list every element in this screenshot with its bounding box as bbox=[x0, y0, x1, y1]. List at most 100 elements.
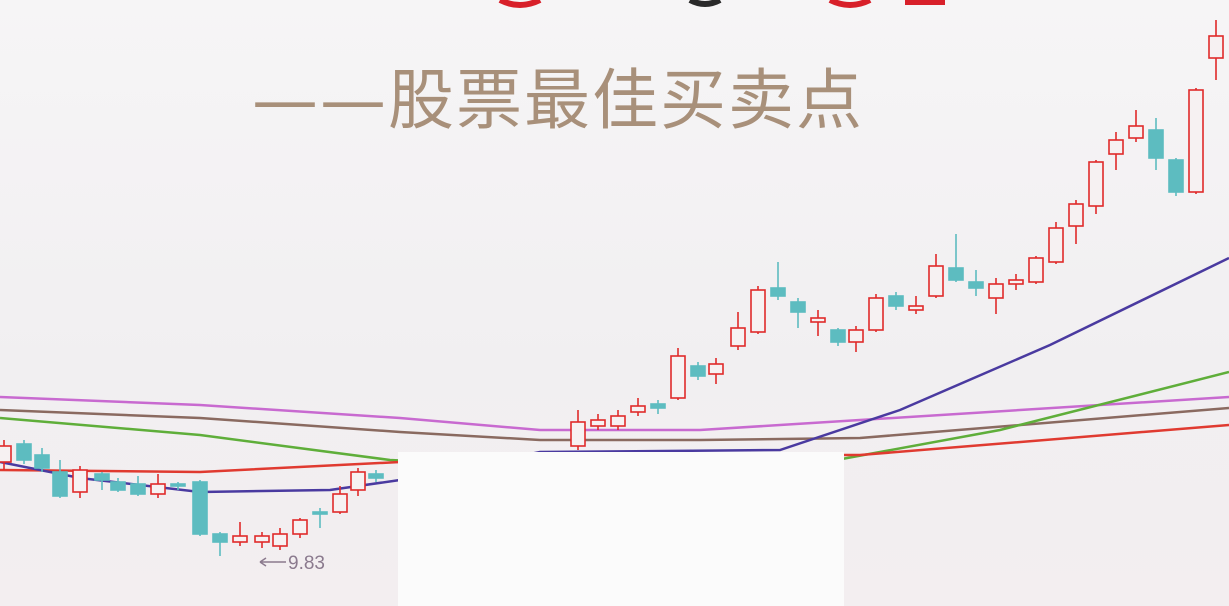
candle bbox=[708, 358, 724, 384]
candle-body bbox=[312, 511, 328, 515]
candle-body bbox=[1208, 35, 1224, 59]
candle bbox=[968, 270, 984, 296]
candle bbox=[770, 262, 786, 300]
candle-body bbox=[610, 415, 626, 427]
candle bbox=[948, 234, 964, 282]
candle-body bbox=[570, 421, 586, 447]
candle bbox=[848, 326, 864, 352]
candle-body bbox=[988, 283, 1004, 299]
candle bbox=[312, 508, 328, 528]
candle-body bbox=[332, 493, 348, 513]
candle-body bbox=[650, 403, 666, 409]
candle bbox=[1028, 256, 1044, 284]
candle-body bbox=[232, 535, 248, 543]
ma-line-pink bbox=[0, 395, 1229, 432]
candle-body bbox=[192, 481, 208, 535]
candle bbox=[130, 476, 146, 496]
candle-body bbox=[272, 533, 288, 547]
candle-body bbox=[810, 317, 826, 323]
candle bbox=[1008, 274, 1024, 290]
candle bbox=[272, 528, 288, 550]
candle bbox=[1128, 110, 1144, 142]
candle-body bbox=[1168, 159, 1184, 193]
candlestick-layer bbox=[0, 20, 1224, 556]
candle-body bbox=[708, 363, 724, 375]
candle bbox=[630, 398, 646, 416]
candle-body bbox=[1128, 125, 1144, 139]
candle bbox=[690, 362, 706, 380]
candle bbox=[790, 298, 806, 328]
candle-body bbox=[52, 471, 68, 497]
candle bbox=[350, 468, 366, 496]
candle-body bbox=[690, 365, 706, 377]
candle bbox=[170, 482, 186, 490]
candle-body bbox=[790, 301, 806, 313]
candle-body bbox=[868, 297, 884, 331]
candle-body bbox=[730, 327, 746, 347]
candle bbox=[232, 522, 248, 546]
candle-body bbox=[948, 267, 964, 281]
candle-body bbox=[150, 483, 166, 495]
candle bbox=[1068, 200, 1084, 244]
candle bbox=[292, 518, 308, 538]
candle bbox=[730, 312, 746, 350]
candle bbox=[868, 294, 884, 332]
candle-body bbox=[170, 483, 186, 487]
candle-body bbox=[830, 329, 846, 343]
candle-body bbox=[254, 535, 270, 543]
candle bbox=[192, 480, 208, 536]
subtitle: ——股票最佳买卖点 bbox=[252, 62, 864, 139]
white-overlay bbox=[398, 452, 844, 606]
candle-body bbox=[34, 454, 50, 469]
candle-body bbox=[1028, 257, 1044, 283]
candle-body bbox=[0, 445, 12, 463]
candle-body bbox=[590, 419, 606, 427]
candle-body bbox=[670, 355, 686, 399]
candle bbox=[212, 532, 228, 556]
low-arrow bbox=[259, 557, 286, 567]
candle bbox=[650, 400, 666, 414]
title-fragment-decoration bbox=[498, 0, 945, 8]
candle bbox=[810, 310, 826, 336]
low-price-label: 9.83 bbox=[288, 553, 325, 574]
candle bbox=[888, 292, 904, 310]
candle bbox=[16, 440, 32, 464]
candle-body bbox=[848, 329, 864, 343]
candle bbox=[1048, 222, 1064, 264]
candle-body bbox=[368, 473, 384, 479]
candle bbox=[1108, 132, 1124, 170]
candle bbox=[254, 532, 270, 548]
candle bbox=[94, 472, 110, 490]
candle bbox=[1088, 160, 1104, 214]
candle-body bbox=[770, 287, 786, 297]
candle-body bbox=[292, 519, 308, 535]
candle-body bbox=[1148, 129, 1164, 159]
candle-body bbox=[630, 405, 646, 413]
candle bbox=[1148, 118, 1164, 170]
candle-body bbox=[1008, 279, 1024, 285]
candle bbox=[570, 410, 586, 450]
candle-body bbox=[72, 469, 88, 493]
candle-body bbox=[94, 473, 110, 481]
candle-body bbox=[908, 305, 924, 311]
ma-line-brown bbox=[0, 406, 1229, 442]
candle bbox=[110, 478, 126, 492]
candle bbox=[1188, 88, 1204, 194]
candle-body bbox=[110, 481, 126, 491]
candle bbox=[72, 466, 88, 498]
candle-body bbox=[928, 265, 944, 297]
candle-body bbox=[888, 295, 904, 307]
candle-body bbox=[1088, 161, 1104, 207]
candle bbox=[750, 286, 766, 334]
candle bbox=[830, 328, 846, 346]
candle-body bbox=[968, 281, 984, 289]
candle-body bbox=[212, 533, 228, 543]
candle-body bbox=[130, 483, 146, 495]
candle bbox=[52, 460, 68, 498]
candle bbox=[0, 440, 12, 470]
low-price-annotation: 9.83 bbox=[259, 553, 325, 574]
candle bbox=[610, 410, 626, 430]
candle bbox=[150, 474, 166, 498]
candle bbox=[590, 414, 606, 430]
